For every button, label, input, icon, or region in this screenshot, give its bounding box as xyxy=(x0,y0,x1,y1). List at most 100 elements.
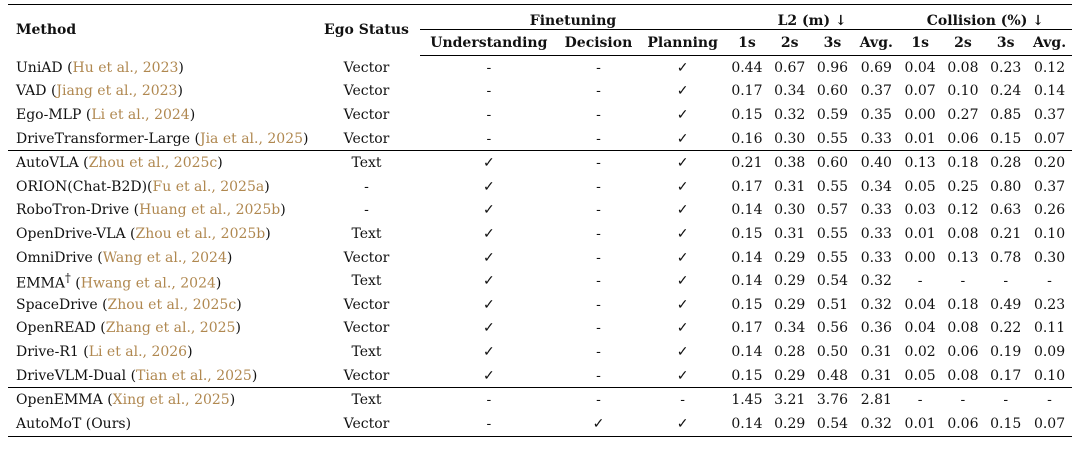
cell-understanding: - xyxy=(420,411,558,437)
cell-decision: - xyxy=(596,178,601,195)
cell-l2-3s: 0.96 xyxy=(816,59,849,76)
cell-planning: ✓ xyxy=(676,296,689,313)
method-name-tail: ) xyxy=(187,343,193,360)
cell-understanding: - xyxy=(486,59,492,76)
cell-l2-3s: 0.59 xyxy=(816,106,849,123)
cell-ego-status: Vector xyxy=(343,320,390,337)
cell-collision-2s: 0.13 xyxy=(947,249,979,266)
cell-collision-3s: 0.17 xyxy=(990,367,1022,384)
method-name-tail: ) xyxy=(178,59,184,76)
cell-method: OmniDrive (Wang et al., 2024) xyxy=(8,246,312,270)
method-name: Ego-MLP ( xyxy=(16,106,92,123)
cell-collision-3s: 0.15 xyxy=(984,411,1028,437)
citation-link[interactable]: Huang et al., 2025b xyxy=(139,202,281,219)
cell-ego-status: Text xyxy=(312,387,421,412)
table-header: Method Ego Status Finetuning L2 (m) ↓ Co… xyxy=(8,4,1072,56)
citation-link[interactable]: Zhou et al., 2025c xyxy=(88,155,218,172)
cell-collision-1s: 0.02 xyxy=(904,343,936,360)
cell-collision-avg: - xyxy=(1047,273,1052,290)
citation-link[interactable]: Xing et al., 2025 xyxy=(112,392,230,409)
cell-collision-3s: 0.49 xyxy=(990,296,1022,313)
citation-link[interactable]: Li et al., 2026 xyxy=(88,343,188,360)
col-group-collision: Collision (%) ↓ xyxy=(898,4,1072,30)
cell-l2-2s: 0.29 xyxy=(774,273,806,290)
cell-ego-status: Vector xyxy=(343,83,390,100)
cell-l2-2s: 3.21 xyxy=(768,387,812,412)
cell-collision-1s: 0.05 xyxy=(904,367,936,384)
cell-planning: ✓ xyxy=(676,273,689,290)
cell-ego-status: Vector xyxy=(312,411,421,437)
col-l2-3s: 3s xyxy=(811,29,854,56)
cell-collision-avg: 0.12 xyxy=(1033,59,1066,76)
method-name-tail: ) xyxy=(235,320,241,337)
cell-method: Drive-R1 (Li et al., 2026) xyxy=(8,340,312,364)
cell-l2-avg: 0.36 xyxy=(860,320,892,337)
method-name-tail: ) xyxy=(264,178,270,195)
cell-l2-avg: 0.33 xyxy=(860,130,892,147)
cell-l2-avg: 0.37 xyxy=(860,83,892,100)
cell-method: UniAD (Hu et al., 2023) xyxy=(8,56,312,80)
cell-collision-1s: 0.01 xyxy=(898,411,942,437)
cell-l2-1s: 0.44 xyxy=(731,59,763,76)
cell-collision-3s: 0.85 xyxy=(990,106,1022,123)
cell-decision: - xyxy=(596,225,601,242)
cell-l2-2s: 0.29 xyxy=(774,296,806,313)
method-name: OpenDrive-VLA ( xyxy=(16,225,136,242)
cell-l2-2s: 0.32 xyxy=(774,106,806,123)
cell-collision-2s: 0.06 xyxy=(947,130,979,147)
citation-link[interactable]: Fu et al., 2025a xyxy=(152,178,265,195)
citation-link[interactable]: Hwang et al., 2024 xyxy=(80,275,216,292)
cell-ego-status: Text xyxy=(351,225,382,242)
cell-planning: ✓ xyxy=(676,202,689,219)
cell-collision-3s: 0.15 xyxy=(990,130,1022,147)
cell-collision-3s: 0.23 xyxy=(990,59,1022,76)
cell-method: Ego-MLP (Li et al., 2024) xyxy=(8,103,312,127)
citation-link[interactable]: Wang et al., 2024 xyxy=(102,249,227,266)
cell-method: OpenEMMA (Xing et al., 2025) xyxy=(8,387,313,412)
col-l2-avg: Avg. xyxy=(853,29,899,56)
cell-l2-3s: 0.57 xyxy=(816,202,849,219)
cell-understanding: - xyxy=(420,387,558,412)
citation-link[interactable]: Jiang et al., 2023 xyxy=(56,83,178,100)
cell-collision-1s: 0.01 xyxy=(904,130,936,147)
method-name: RoboTron-Drive ( xyxy=(16,202,140,219)
cell-collision-3s: 0.22 xyxy=(990,320,1022,337)
cell-decision: - xyxy=(596,296,601,313)
method-name-tail: ) xyxy=(226,249,233,266)
method-name: OmniDrive ( xyxy=(16,249,103,266)
cell-method: AutoVLA (Zhou et al., 2025c) xyxy=(8,150,313,175)
cell-understanding: ✓ xyxy=(482,273,495,290)
cell-collision-avg: 0.07 xyxy=(1033,130,1066,147)
cell-collision-avg: 0.14 xyxy=(1033,83,1066,100)
citation-link[interactable]: Zhang et al., 2025 xyxy=(105,320,236,337)
cell-collision-1s: - xyxy=(917,273,923,290)
method-name: SpaceDrive ( xyxy=(16,296,108,313)
method-name-tail: ) xyxy=(251,367,258,384)
cell-l2-1s: 0.15 xyxy=(731,106,763,123)
citation-link[interactable]: Hu et al., 2023 xyxy=(72,59,179,76)
cell-l2-1s: 0.15 xyxy=(731,367,763,384)
citation-link[interactable]: Jia et al., 2025 xyxy=(199,130,304,147)
cell-collision-1s: 0.00 xyxy=(904,106,936,123)
citation-link[interactable]: Tian et al., 2025 xyxy=(136,367,252,384)
method-name-tail: ) xyxy=(189,106,196,123)
method-name: DriveTransformer-Large ( xyxy=(16,130,200,147)
cell-decision: - xyxy=(596,130,601,147)
col-l2-1s: 1s xyxy=(725,29,769,56)
cell-collision-1s: 0.05 xyxy=(904,178,936,195)
cell-l2-1s: 0.17 xyxy=(731,320,763,337)
cell-collision-2s: 0.27 xyxy=(947,106,979,123)
cell-l2-1s: 0.17 xyxy=(731,83,763,100)
cell-collision-2s: 0.06 xyxy=(941,411,985,437)
table-row: DriveVLM-Dual (Tian et al., 2025) Vector ✓… xyxy=(8,364,1072,388)
cell-planning: ✓ xyxy=(639,150,726,175)
cell-collision-2s: 0.25 xyxy=(947,178,979,195)
cell-l2-3s: 0.56 xyxy=(816,320,849,337)
citation-link[interactable]: Zhou et al., 2025b xyxy=(135,225,266,242)
cell-planning: ✓ xyxy=(676,83,689,100)
cell-ego-status: Vector xyxy=(343,59,390,76)
citation-link[interactable]: Zhou et al., 2025c xyxy=(107,296,237,313)
citation-link[interactable]: Li et al., 2024 xyxy=(91,106,190,123)
cell-l2-2s: 0.31 xyxy=(774,225,806,242)
method-footnote-mark: † xyxy=(65,270,71,285)
